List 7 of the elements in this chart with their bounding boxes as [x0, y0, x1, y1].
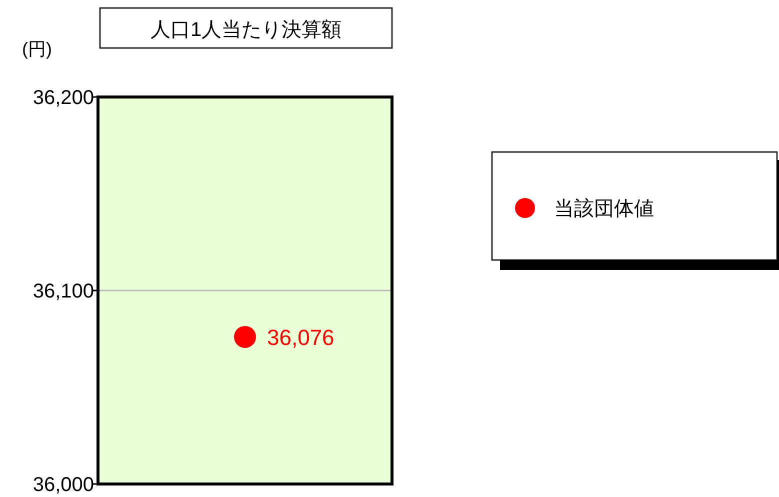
data-label: 36,076 [267, 324, 334, 350]
y-axis-title: (円) [22, 39, 52, 59]
y-tick-label: 36,200 [32, 87, 94, 109]
y-tick-label: 36,000 [32, 474, 94, 496]
chart-title: 人口1人当たり決算額 [150, 19, 342, 41]
y-tick-label: 36,100 [32, 280, 94, 302]
legend-label: 当該団体値 [554, 197, 654, 220]
